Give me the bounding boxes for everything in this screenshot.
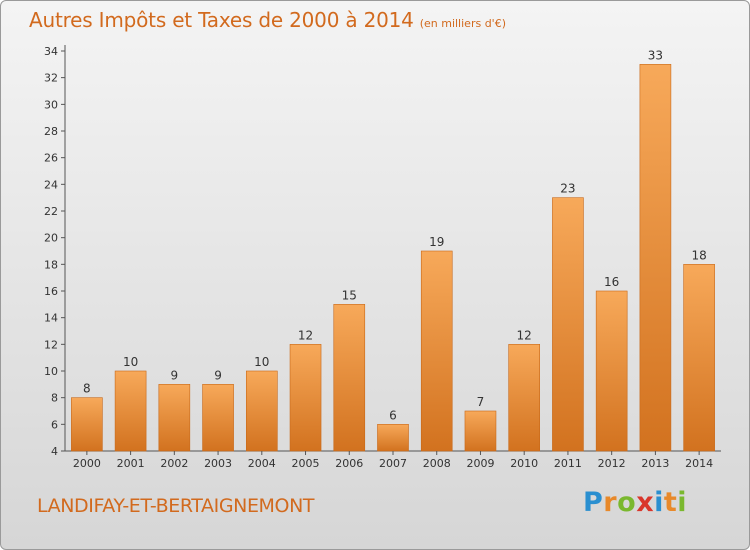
chart-title: Autres Impôts et Taxes de 2000 à 2014 (en… xyxy=(29,8,506,32)
bar xyxy=(639,64,672,452)
logo-letter: i xyxy=(677,487,688,518)
x-tick-label: 2006 xyxy=(335,457,363,470)
y-tick-label: 6 xyxy=(51,418,58,431)
x-tick-label: 2013 xyxy=(641,457,669,470)
y-tick-label: 32 xyxy=(44,72,58,85)
x-tick-label: 2008 xyxy=(423,457,451,470)
data-label: 6 xyxy=(389,408,397,422)
y-tick-label: 22 xyxy=(44,205,58,218)
data-label: 19 xyxy=(429,235,444,249)
logo-letter: x xyxy=(636,487,655,518)
bar xyxy=(71,397,103,452)
data-label: 9 xyxy=(171,368,179,382)
data-label: 7 xyxy=(477,395,485,409)
bar xyxy=(246,370,278,452)
x-tick-label: 2014 xyxy=(685,457,713,470)
x-tick-label: 2012 xyxy=(598,457,626,470)
x-tick-label: 2003 xyxy=(204,457,232,470)
bar xyxy=(202,384,234,452)
y-tick-label: 30 xyxy=(44,98,58,111)
proxiti-logo: Proxiti xyxy=(583,487,687,518)
bar xyxy=(595,290,628,452)
y-tick-label: 4 xyxy=(51,445,58,458)
y-tick-label: 18 xyxy=(44,258,58,271)
data-label: 18 xyxy=(691,248,706,262)
logo-letter: t xyxy=(663,487,678,518)
bar xyxy=(158,384,191,452)
logo-letter: P xyxy=(583,487,604,518)
x-tick-label: 2009 xyxy=(466,457,494,470)
unit-note: (en milliers d'€) xyxy=(419,17,506,30)
y-tick-label: 34 xyxy=(44,45,58,58)
logo-letter: i xyxy=(654,487,664,518)
data-label: 15 xyxy=(342,288,357,302)
x-tick-label: 2002 xyxy=(160,457,188,470)
bar xyxy=(464,410,497,452)
logo-letter: r xyxy=(603,487,618,518)
y-tick-label: 10 xyxy=(44,365,58,378)
x-tick-label: 2010 xyxy=(510,457,538,470)
y-tick-label: 14 xyxy=(44,312,58,325)
bar xyxy=(289,344,322,452)
x-tick-label: 2011 xyxy=(554,457,582,470)
bar xyxy=(508,344,541,452)
data-label: 23 xyxy=(560,182,575,196)
bar xyxy=(552,197,584,452)
data-label: 9 xyxy=(214,368,222,382)
data-label: 10 xyxy=(254,355,269,369)
y-tick-label: 24 xyxy=(44,178,58,191)
x-tick-label: 2004 xyxy=(248,457,276,470)
x-tick-label: 2005 xyxy=(292,457,320,470)
y-tick-label: 28 xyxy=(44,125,58,138)
y-tick-label: 8 xyxy=(51,392,58,405)
x-tick-label: 2001 xyxy=(117,457,145,470)
commune-name: LANDIFAY-ET-BERTAIGNEMONT xyxy=(37,495,315,517)
y-tick-label: 26 xyxy=(44,152,58,165)
data-label: 33 xyxy=(648,48,663,62)
y-tick-label: 16 xyxy=(44,285,58,298)
x-tick-label: 2007 xyxy=(379,457,407,470)
bar xyxy=(333,304,366,452)
title-text: Autres Impôts et Taxes de 2000 à 2014 xyxy=(29,8,414,32)
data-label: 10 xyxy=(123,355,138,369)
bar xyxy=(420,250,453,452)
data-label: 16 xyxy=(604,275,619,289)
y-tick-label: 12 xyxy=(44,338,58,351)
bar xyxy=(114,370,147,452)
x-tick-label: 2000 xyxy=(73,457,101,470)
logo-letter: o xyxy=(617,487,637,518)
data-label: 12 xyxy=(298,328,313,342)
bar xyxy=(377,424,409,452)
data-label: 8 xyxy=(83,382,91,396)
bar xyxy=(683,264,715,452)
data-label: 12 xyxy=(517,328,532,342)
y-tick-label: 20 xyxy=(44,232,58,245)
